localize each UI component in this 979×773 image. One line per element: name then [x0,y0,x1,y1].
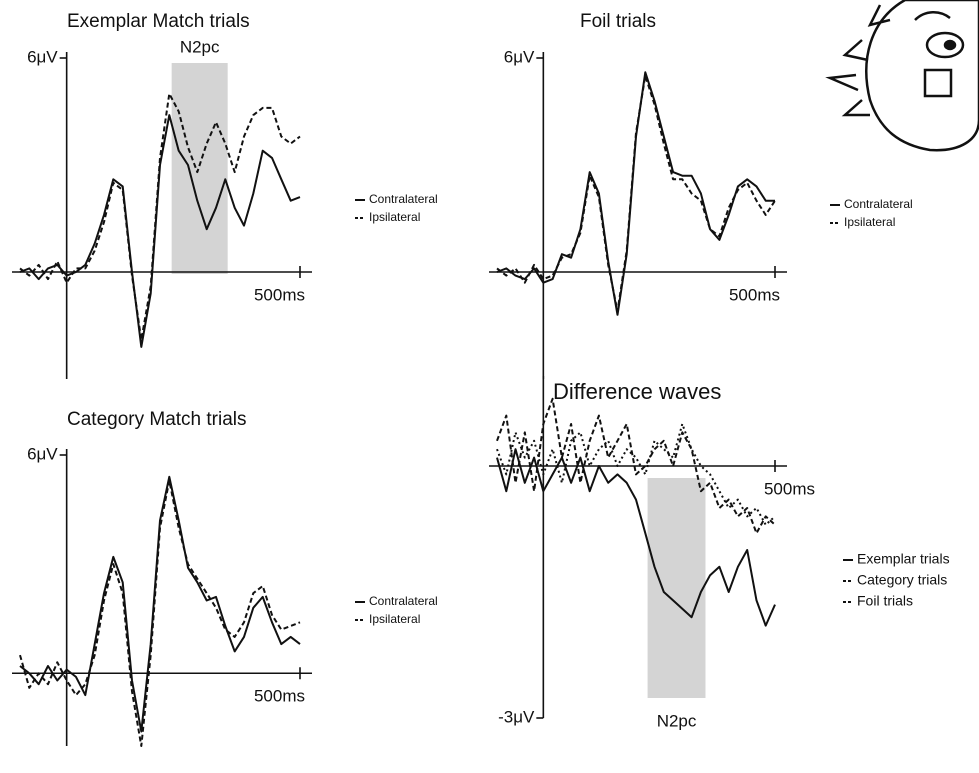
waveform [20,115,300,347]
cartoon-pupil [945,41,955,49]
legend-label: Ipsilateral [369,612,420,626]
x-tick-label: 500ms [254,285,305,304]
y-tick-label: 6μV [504,47,535,66]
legend-label: Ipsilateral [369,210,420,224]
legend-label: Contralateral [844,197,913,211]
n2pc-window [172,63,228,274]
n2pc-label: N2pc [657,711,697,730]
waveform [497,72,775,314]
x-tick-label: 500ms [254,687,305,706]
legend-label: Category trials [857,572,947,588]
y-tick-label: 6μV [27,444,58,463]
n2pc-window [648,478,706,698]
y-tick-label: 6μV [27,47,58,66]
waveform [497,449,775,625]
x-tick-label: 500ms [764,479,815,498]
figure: N2pc Exemplar Match trials 6μV 500ms Contral… [0,0,979,773]
panel-title: Foil trials [580,11,656,32]
legend-label: Ipsilateral [844,215,895,229]
legend-label: Contralateral [369,594,438,608]
legend-label: Contralateral [369,192,438,206]
panel-title: Exemplar Match trials [67,11,250,32]
y-tick-label: -3μV [498,707,535,726]
panel-title: Category Match trials [67,409,247,430]
legend-label: Exemplar trials [857,551,950,567]
panel-title: Difference waves [553,379,721,404]
page: {"chart_data": [ {"type": "line", "title… [0,0,979,773]
n2pc-label: N2pc [180,37,220,56]
x-tick-label: 500ms [729,285,780,304]
legend-label: Foil trials [857,593,913,609]
cartoon [830,0,979,150]
